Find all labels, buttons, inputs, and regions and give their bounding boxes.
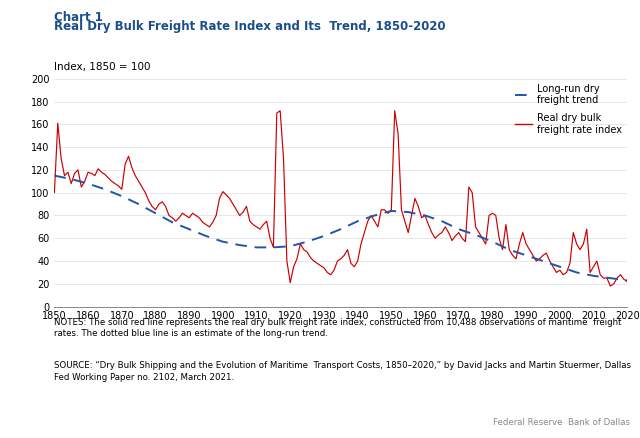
Text: SOURCE: “Dry Bulk Shipping and the Evolution of Maritime  Transport Costs, 1850–: SOURCE: “Dry Bulk Shipping and the Evolu… xyxy=(54,361,632,382)
Text: Chart 1: Chart 1 xyxy=(54,11,103,24)
Text: Federal Reserve  Bank of Dallas: Federal Reserve Bank of Dallas xyxy=(493,418,630,427)
Text: NOTES: The solid red line represents the real dry bulk freight rate index, const: NOTES: The solid red line represents the… xyxy=(54,318,622,338)
Text: Real Dry Bulk Freight Rate Index and Its  Trend, 1850-2020: Real Dry Bulk Freight Rate Index and Its… xyxy=(54,20,446,33)
Text: Index, 1850 = 100: Index, 1850 = 100 xyxy=(54,62,151,72)
Legend: Long-run dry
freight trend, Real dry bulk
freight rate index: Long-run dry freight trend, Real dry bul… xyxy=(515,84,622,134)
